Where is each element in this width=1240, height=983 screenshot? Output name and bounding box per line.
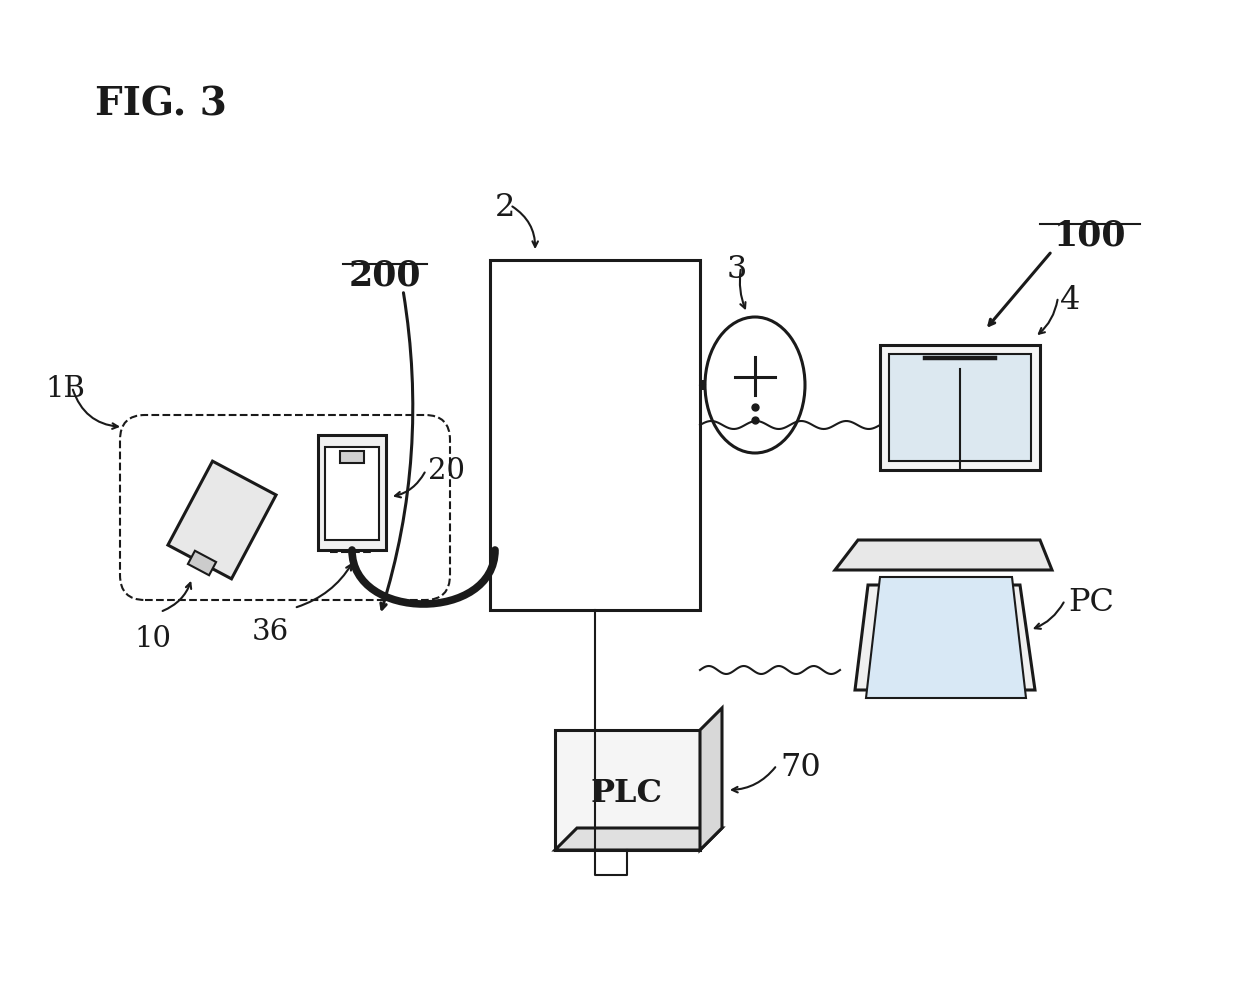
Bar (556, 730, 701, 850)
Polygon shape (167, 461, 277, 579)
Text: 36: 36 (252, 618, 289, 646)
Polygon shape (556, 828, 722, 850)
Text: 4: 4 (1060, 285, 1080, 316)
Bar (317, 435, 386, 550)
Text: 10: 10 (134, 625, 171, 653)
Text: PLC: PLC (591, 779, 663, 809)
Text: 70: 70 (780, 752, 821, 783)
Text: 100: 100 (1054, 218, 1126, 252)
Text: 1B: 1B (45, 375, 84, 403)
Polygon shape (835, 540, 1052, 570)
Bar (889, 354, 1030, 461)
Polygon shape (866, 577, 1025, 698)
Text: 2: 2 (495, 192, 516, 223)
Bar (880, 345, 1040, 470)
Bar (340, 451, 365, 463)
Text: FIG. 3: FIG. 3 (95, 85, 227, 123)
Polygon shape (188, 550, 216, 575)
Bar (490, 260, 701, 610)
Polygon shape (856, 585, 1035, 690)
Bar (325, 447, 379, 540)
Text: 20: 20 (428, 457, 465, 485)
Polygon shape (701, 708, 722, 850)
Text: 200: 200 (348, 258, 422, 292)
Text: PC: PC (1068, 587, 1114, 618)
Text: 3: 3 (727, 254, 748, 285)
Ellipse shape (706, 317, 805, 453)
